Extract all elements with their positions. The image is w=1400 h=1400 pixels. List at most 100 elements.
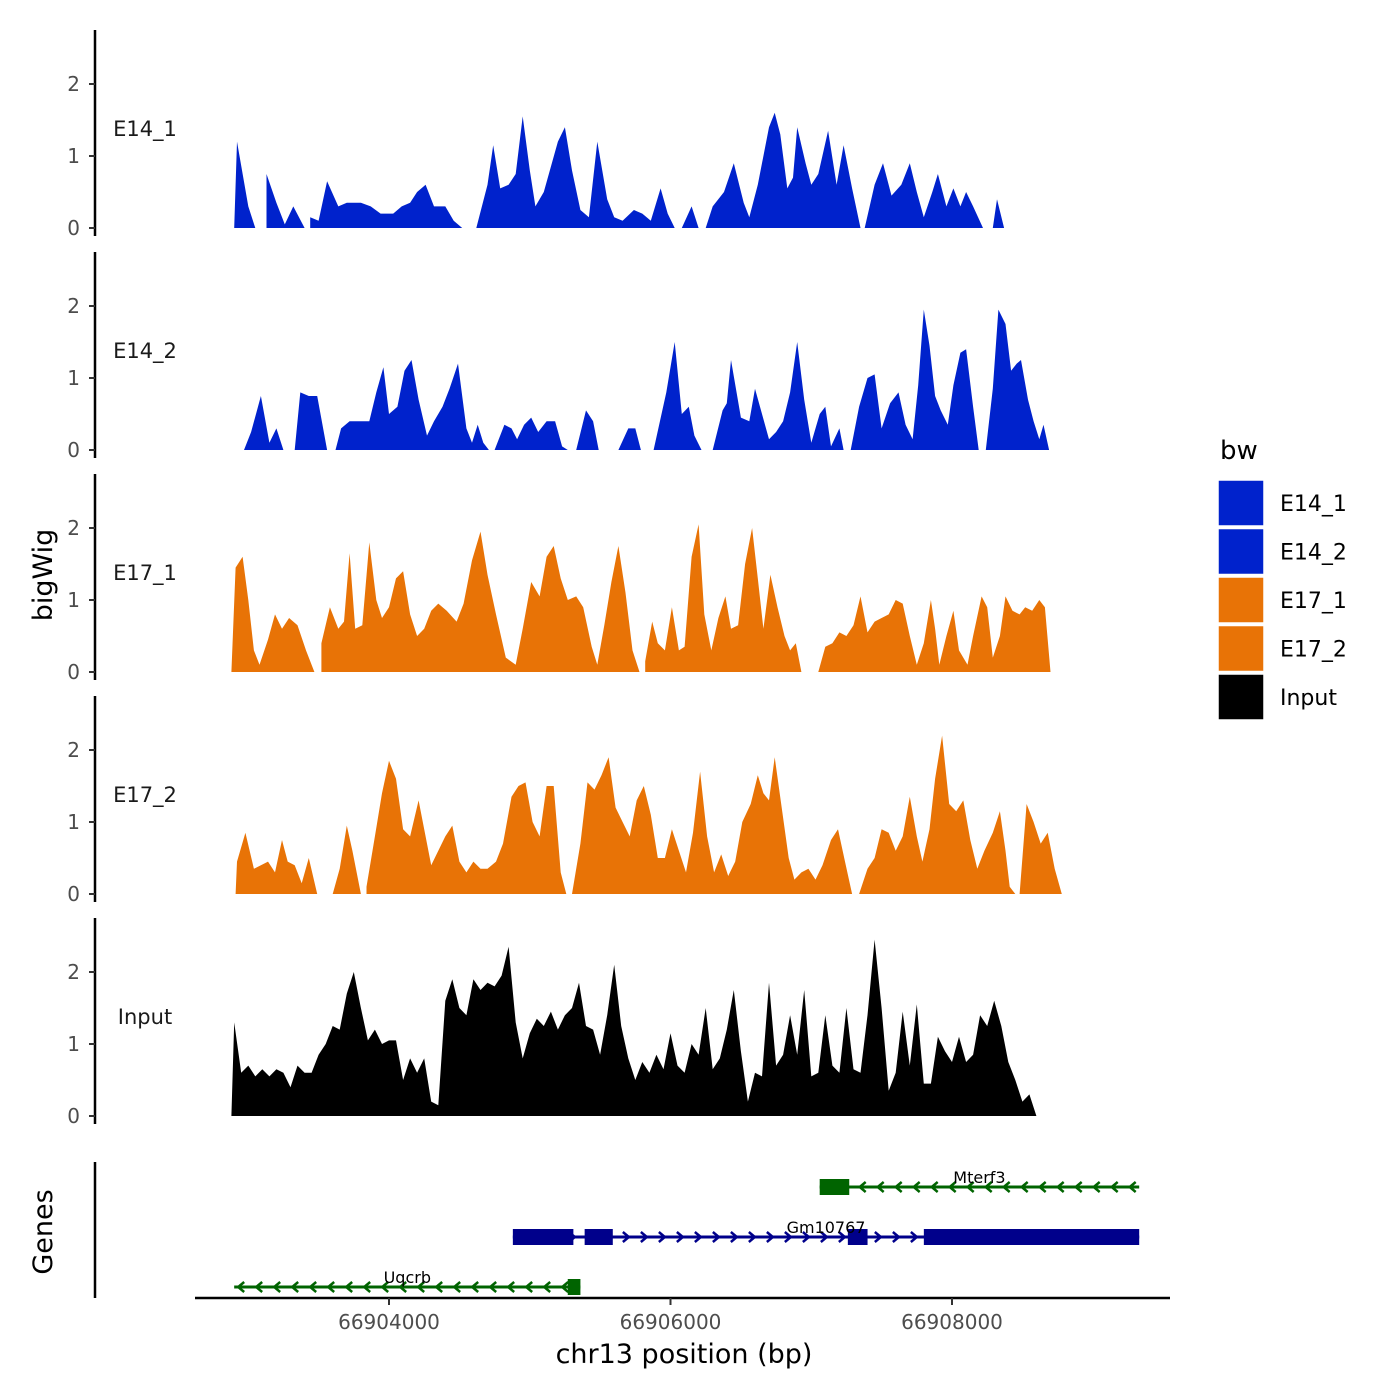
strand-arrow xyxy=(694,1231,703,1243)
strand-arrow xyxy=(965,1181,975,1193)
exon xyxy=(847,1229,868,1245)
track-label: E14_2 xyxy=(113,339,177,364)
gene-uqcrb: Uqcrb xyxy=(234,1268,581,1295)
legend-label: E14_2 xyxy=(1280,541,1347,566)
strand-arrow xyxy=(892,1231,901,1243)
legend-item-e14-1: E14_1 xyxy=(1217,479,1347,527)
strand-arrow xyxy=(910,1231,919,1243)
genes-axis-title: Genes xyxy=(28,1189,59,1274)
legend-label: Input xyxy=(1280,686,1337,711)
legend-label: E17_1 xyxy=(1280,589,1347,614)
strand-arrow xyxy=(308,1281,317,1293)
strand-arrow xyxy=(1109,1181,1119,1193)
strand-arrow xyxy=(802,1231,811,1243)
signal-area-input xyxy=(231,939,1037,1116)
strand-arrow xyxy=(560,1281,569,1293)
gene-label: Uqcrb xyxy=(384,1268,431,1287)
legend-label: E17_2 xyxy=(1280,638,1347,663)
strand-arrow xyxy=(290,1281,299,1293)
exon xyxy=(584,1229,613,1245)
signal-area-e14-2 xyxy=(244,309,1050,450)
y-tick-label: 2 xyxy=(67,738,80,762)
strand-arrow xyxy=(470,1281,479,1293)
strand-arrow xyxy=(1073,1181,1083,1193)
strand-arrow xyxy=(676,1231,685,1243)
legend-swatch xyxy=(1217,624,1265,673)
legend-item-input: Input xyxy=(1217,673,1337,721)
gene-mterf3: Mterf3 xyxy=(819,1168,1140,1195)
legend-item-e17-1: E17_1 xyxy=(1217,576,1347,624)
gene-gm10767: Gm10767 xyxy=(512,1218,1140,1245)
strand-arrow xyxy=(434,1281,443,1293)
strand-arrow xyxy=(398,1281,407,1293)
y-tick-label: 0 xyxy=(67,660,80,684)
x-tick-label: 66904000 xyxy=(338,1310,440,1334)
y-tick-label: 2 xyxy=(67,294,80,318)
strand-arrow xyxy=(730,1231,739,1243)
y-tick-label: 2 xyxy=(67,516,80,540)
track-label: E17_2 xyxy=(113,783,177,808)
y-tick-label: 1 xyxy=(67,1032,80,1056)
strand-arrow xyxy=(380,1281,389,1293)
strand-arrow xyxy=(622,1231,631,1243)
y-axis-title: bigWig xyxy=(28,529,59,622)
x-tick-label: 66906000 xyxy=(620,1310,722,1334)
strand-arrow xyxy=(1127,1181,1137,1193)
legend-swatch xyxy=(1217,673,1265,721)
strand-arrow xyxy=(542,1281,551,1293)
strand-arrow xyxy=(712,1231,721,1243)
strand-arrow xyxy=(452,1281,461,1293)
legend-item-e17-2: E17_2 xyxy=(1217,624,1347,673)
strand-arrow xyxy=(524,1281,533,1293)
track-label: E14_1 xyxy=(113,117,177,142)
y-tick-label: 1 xyxy=(67,144,80,168)
legend-label: E14_1 xyxy=(1280,492,1347,517)
strand-arrow xyxy=(640,1231,649,1243)
gene-label: Mterf3 xyxy=(953,1168,1005,1187)
y-tick-label: 2 xyxy=(67,960,80,984)
track-panel-e14-2: 0 1 2 E14_2 xyxy=(67,252,1050,462)
strand-arrow xyxy=(820,1231,829,1243)
legend-title: bw xyxy=(1220,436,1258,466)
signal-area-e17-2 xyxy=(235,735,1062,894)
strand-arrow xyxy=(748,1231,757,1243)
x-tick-label: 66908000 xyxy=(901,1310,1003,1334)
strand-arrow xyxy=(236,1281,245,1293)
legend-swatch xyxy=(1217,576,1265,624)
legend-items: E14_1 E14_2 E17_1 E17_2 Input xyxy=(1217,479,1347,721)
legend: bw E14_1 E14_2 E17_1 E17_2 Input xyxy=(1217,436,1347,721)
strand-arrow xyxy=(488,1281,497,1293)
strand-arrow xyxy=(766,1231,775,1243)
strand-arrow xyxy=(658,1231,667,1243)
signal-area-e14-1 xyxy=(234,112,1005,228)
strand-arrow xyxy=(1091,1181,1101,1193)
track-label: Input xyxy=(118,1005,172,1029)
strand-arrow xyxy=(1037,1181,1047,1193)
track-panel-e14-1: 0 1 2 E14_1 xyxy=(67,30,1005,240)
exon xyxy=(512,1229,574,1245)
strand-arrow xyxy=(362,1281,371,1293)
strand-arrow xyxy=(893,1181,903,1193)
y-tick-label: 0 xyxy=(67,216,80,240)
strand-arrow xyxy=(1055,1181,1065,1193)
strand-arrow xyxy=(875,1181,885,1193)
strand-arrow xyxy=(506,1281,515,1293)
track-panel-input: 0 1 2 Input xyxy=(67,918,1037,1128)
track-panel-e17-1: 0 1 2 E17_1 xyxy=(67,474,1051,684)
track-label: E17_1 xyxy=(113,561,177,586)
tracks-layer: 0 1 2 E14_1 0 1 2 E14_2 0 1 2 E17_1 0 1 2 E17_2 0 1 2 Input xyxy=(67,30,1062,1128)
strand-arrow xyxy=(784,1231,793,1243)
track-panel-e17-2: 0 1 2 E17_2 xyxy=(67,696,1062,906)
y-tick-label: 1 xyxy=(67,588,80,612)
strand-arrow xyxy=(838,1231,847,1243)
y-tick-label: 1 xyxy=(67,366,80,390)
exon xyxy=(567,1279,581,1295)
strand-arrow xyxy=(1019,1181,1029,1193)
genes-panel: 66904000 66906000 66908000 Mterf3 Gm10767 Uqc… xyxy=(93,1162,1170,1334)
exon xyxy=(819,1179,850,1195)
strand-arrow xyxy=(911,1181,921,1193)
strand-arrow xyxy=(983,1181,993,1193)
x-axis-title: chr13 position (bp) xyxy=(556,1339,813,1370)
y-tick-label: 0 xyxy=(67,882,80,906)
